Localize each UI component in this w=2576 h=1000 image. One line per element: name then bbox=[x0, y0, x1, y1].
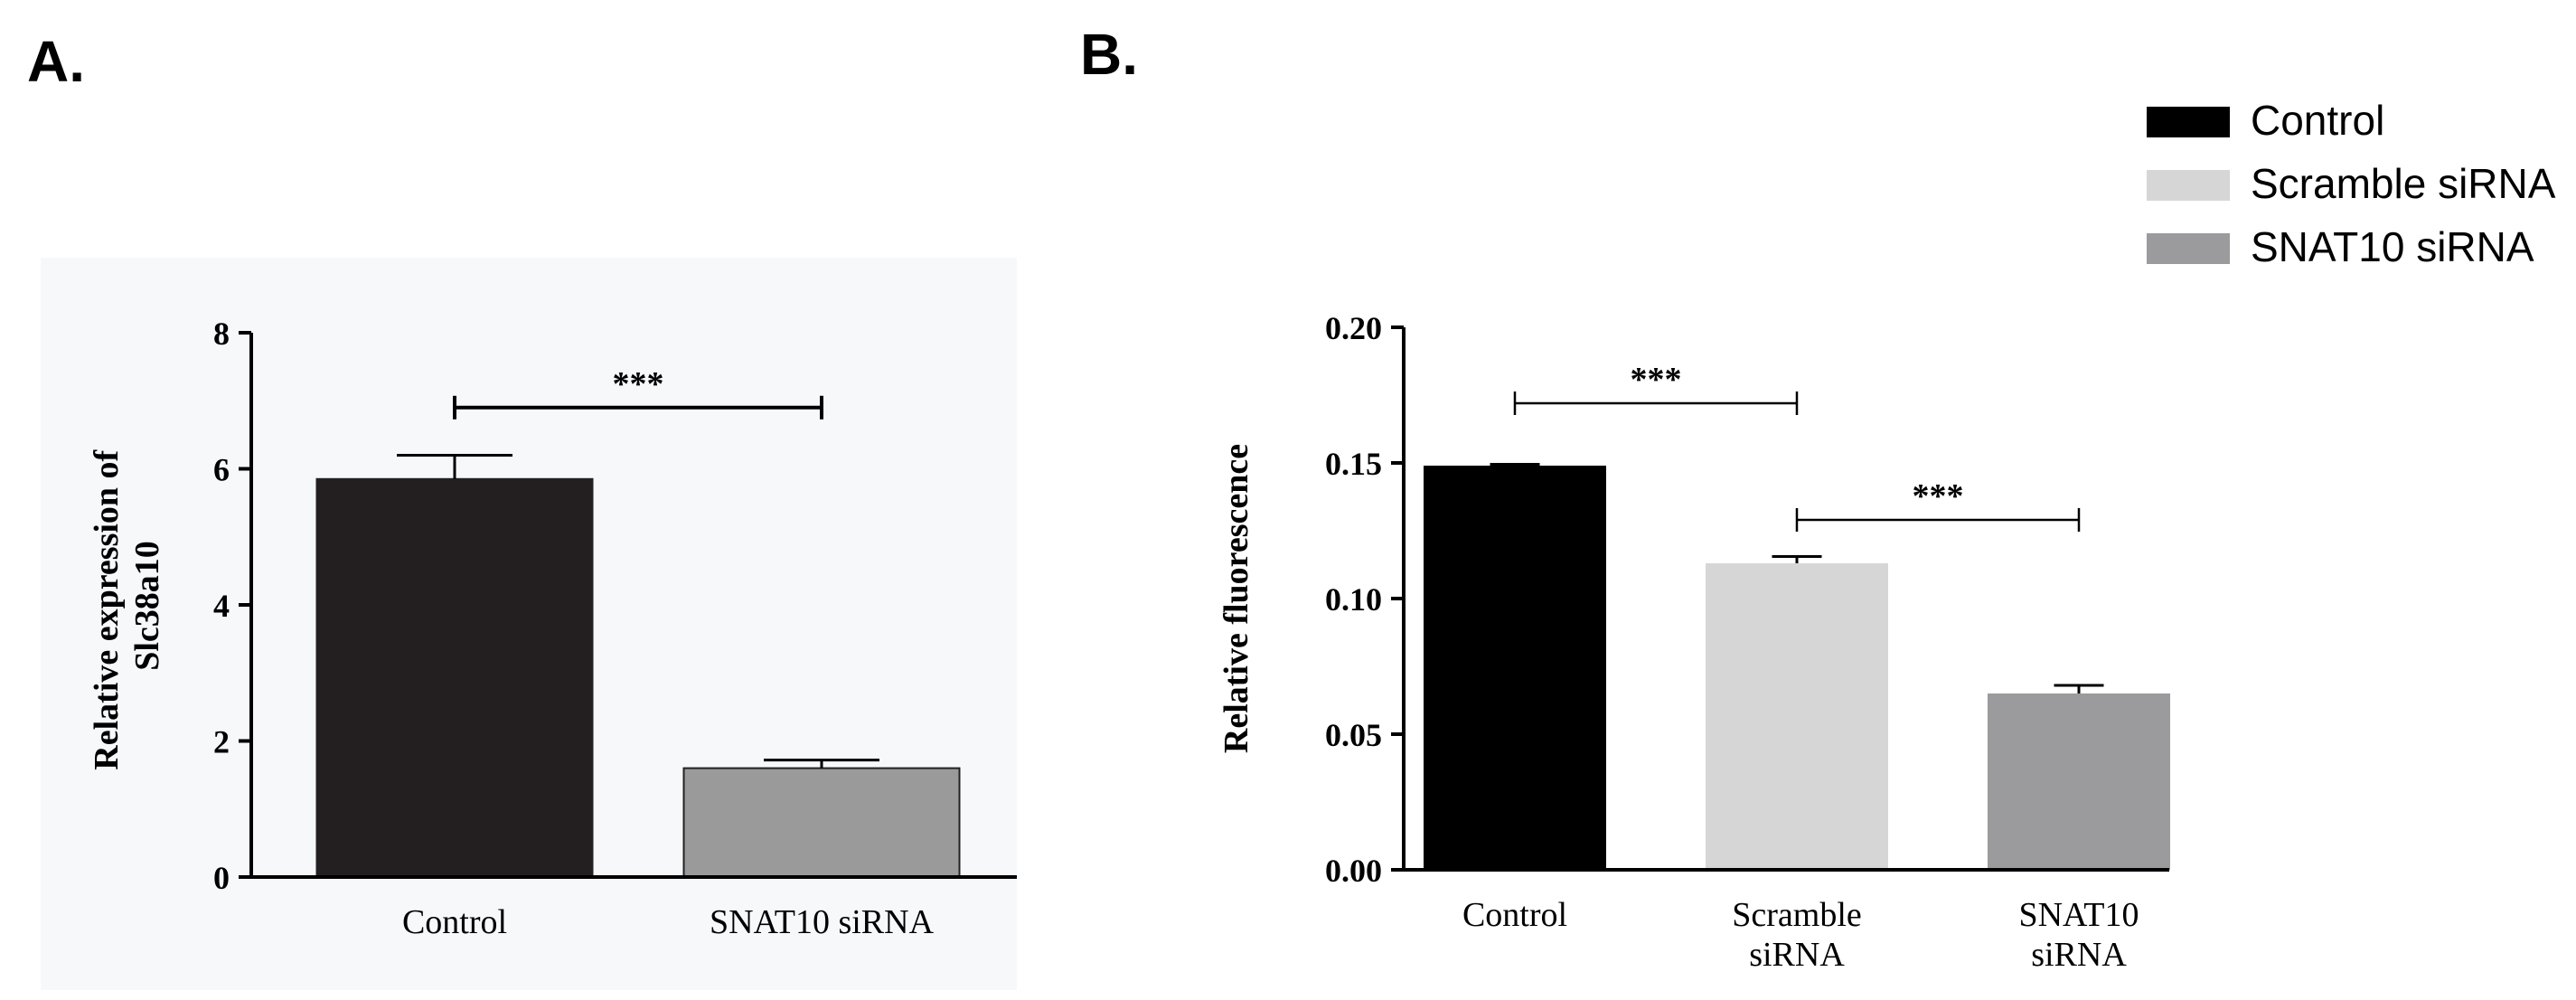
chart-b-y-axis-title: Relative fluorescence bbox=[1217, 444, 1255, 753]
legend-swatch bbox=[2147, 233, 2230, 264]
legend-swatch bbox=[2147, 107, 2230, 137]
significance-label: *** bbox=[1913, 477, 1964, 515]
legend-label: Control bbox=[2251, 97, 2384, 144]
y-tick-label: 4 bbox=[213, 588, 230, 624]
significance-label: *** bbox=[1631, 361, 1682, 399]
bar bbox=[315, 477, 594, 878]
legend-label: Scramble siRNA bbox=[2251, 160, 2556, 207]
x-category-label: SNAT10 bbox=[2018, 896, 2139, 934]
x-category-label: SNAT10 siRNA bbox=[710, 903, 935, 941]
chart-b-legend: Control Scramble siRNA SNAT10 siRNA bbox=[2147, 97, 2556, 270]
chart-b-fluorescence: *** *** 0.00 0.05 0.10 0.15 0.20 Control Scram… bbox=[1121, 97, 2567, 990]
y-tick-label: 0.10 bbox=[1325, 581, 1382, 618]
y-tick-label: 6 bbox=[213, 452, 230, 488]
x-category-label: Control bbox=[402, 903, 507, 941]
y-tick-label: 0 bbox=[213, 860, 230, 896]
y-tick-label: 0.15 bbox=[1325, 446, 1382, 482]
y-tick-label: 2 bbox=[213, 724, 230, 760]
chart-a-y-axis-title-line-1: Relative expression of bbox=[88, 448, 126, 769]
panel-a-letter: A. bbox=[27, 29, 85, 94]
x-category-label: Scramble bbox=[1732, 896, 1862, 934]
y-tick-label: 0.00 bbox=[1325, 853, 1382, 889]
bar bbox=[1988, 693, 2170, 870]
y-tick-label: 0.20 bbox=[1325, 310, 1382, 346]
y-tick-label: 8 bbox=[213, 316, 230, 352]
x-category-label: siRNA bbox=[1749, 936, 1845, 974]
x-category-label: siRNA bbox=[2031, 936, 2127, 974]
chart-a-y-axis-title-line-2: Slc38a10 bbox=[128, 541, 166, 671]
chart-a-y-axis-title: Relative expression of Slc38a10 bbox=[88, 441, 166, 769]
legend-swatch bbox=[2147, 170, 2230, 201]
panel-b-letter: B. bbox=[1080, 22, 1138, 87]
bar bbox=[1424, 466, 1606, 870]
y-tick-label: 0.05 bbox=[1325, 717, 1382, 753]
chart-b-y-axis-title-line-1: Relative fluorescence bbox=[1217, 444, 1255, 753]
chart-a-expression: *** 0 2 4 6 8 Control SNAT10 siRNA Relative e… bbox=[41, 258, 1017, 990]
bar bbox=[1706, 563, 1888, 870]
significance-label: *** bbox=[613, 365, 664, 403]
x-category-label: Control bbox=[1462, 896, 1567, 934]
legend-label: SNAT10 siRNA bbox=[2251, 223, 2534, 270]
bar bbox=[682, 767, 961, 878]
